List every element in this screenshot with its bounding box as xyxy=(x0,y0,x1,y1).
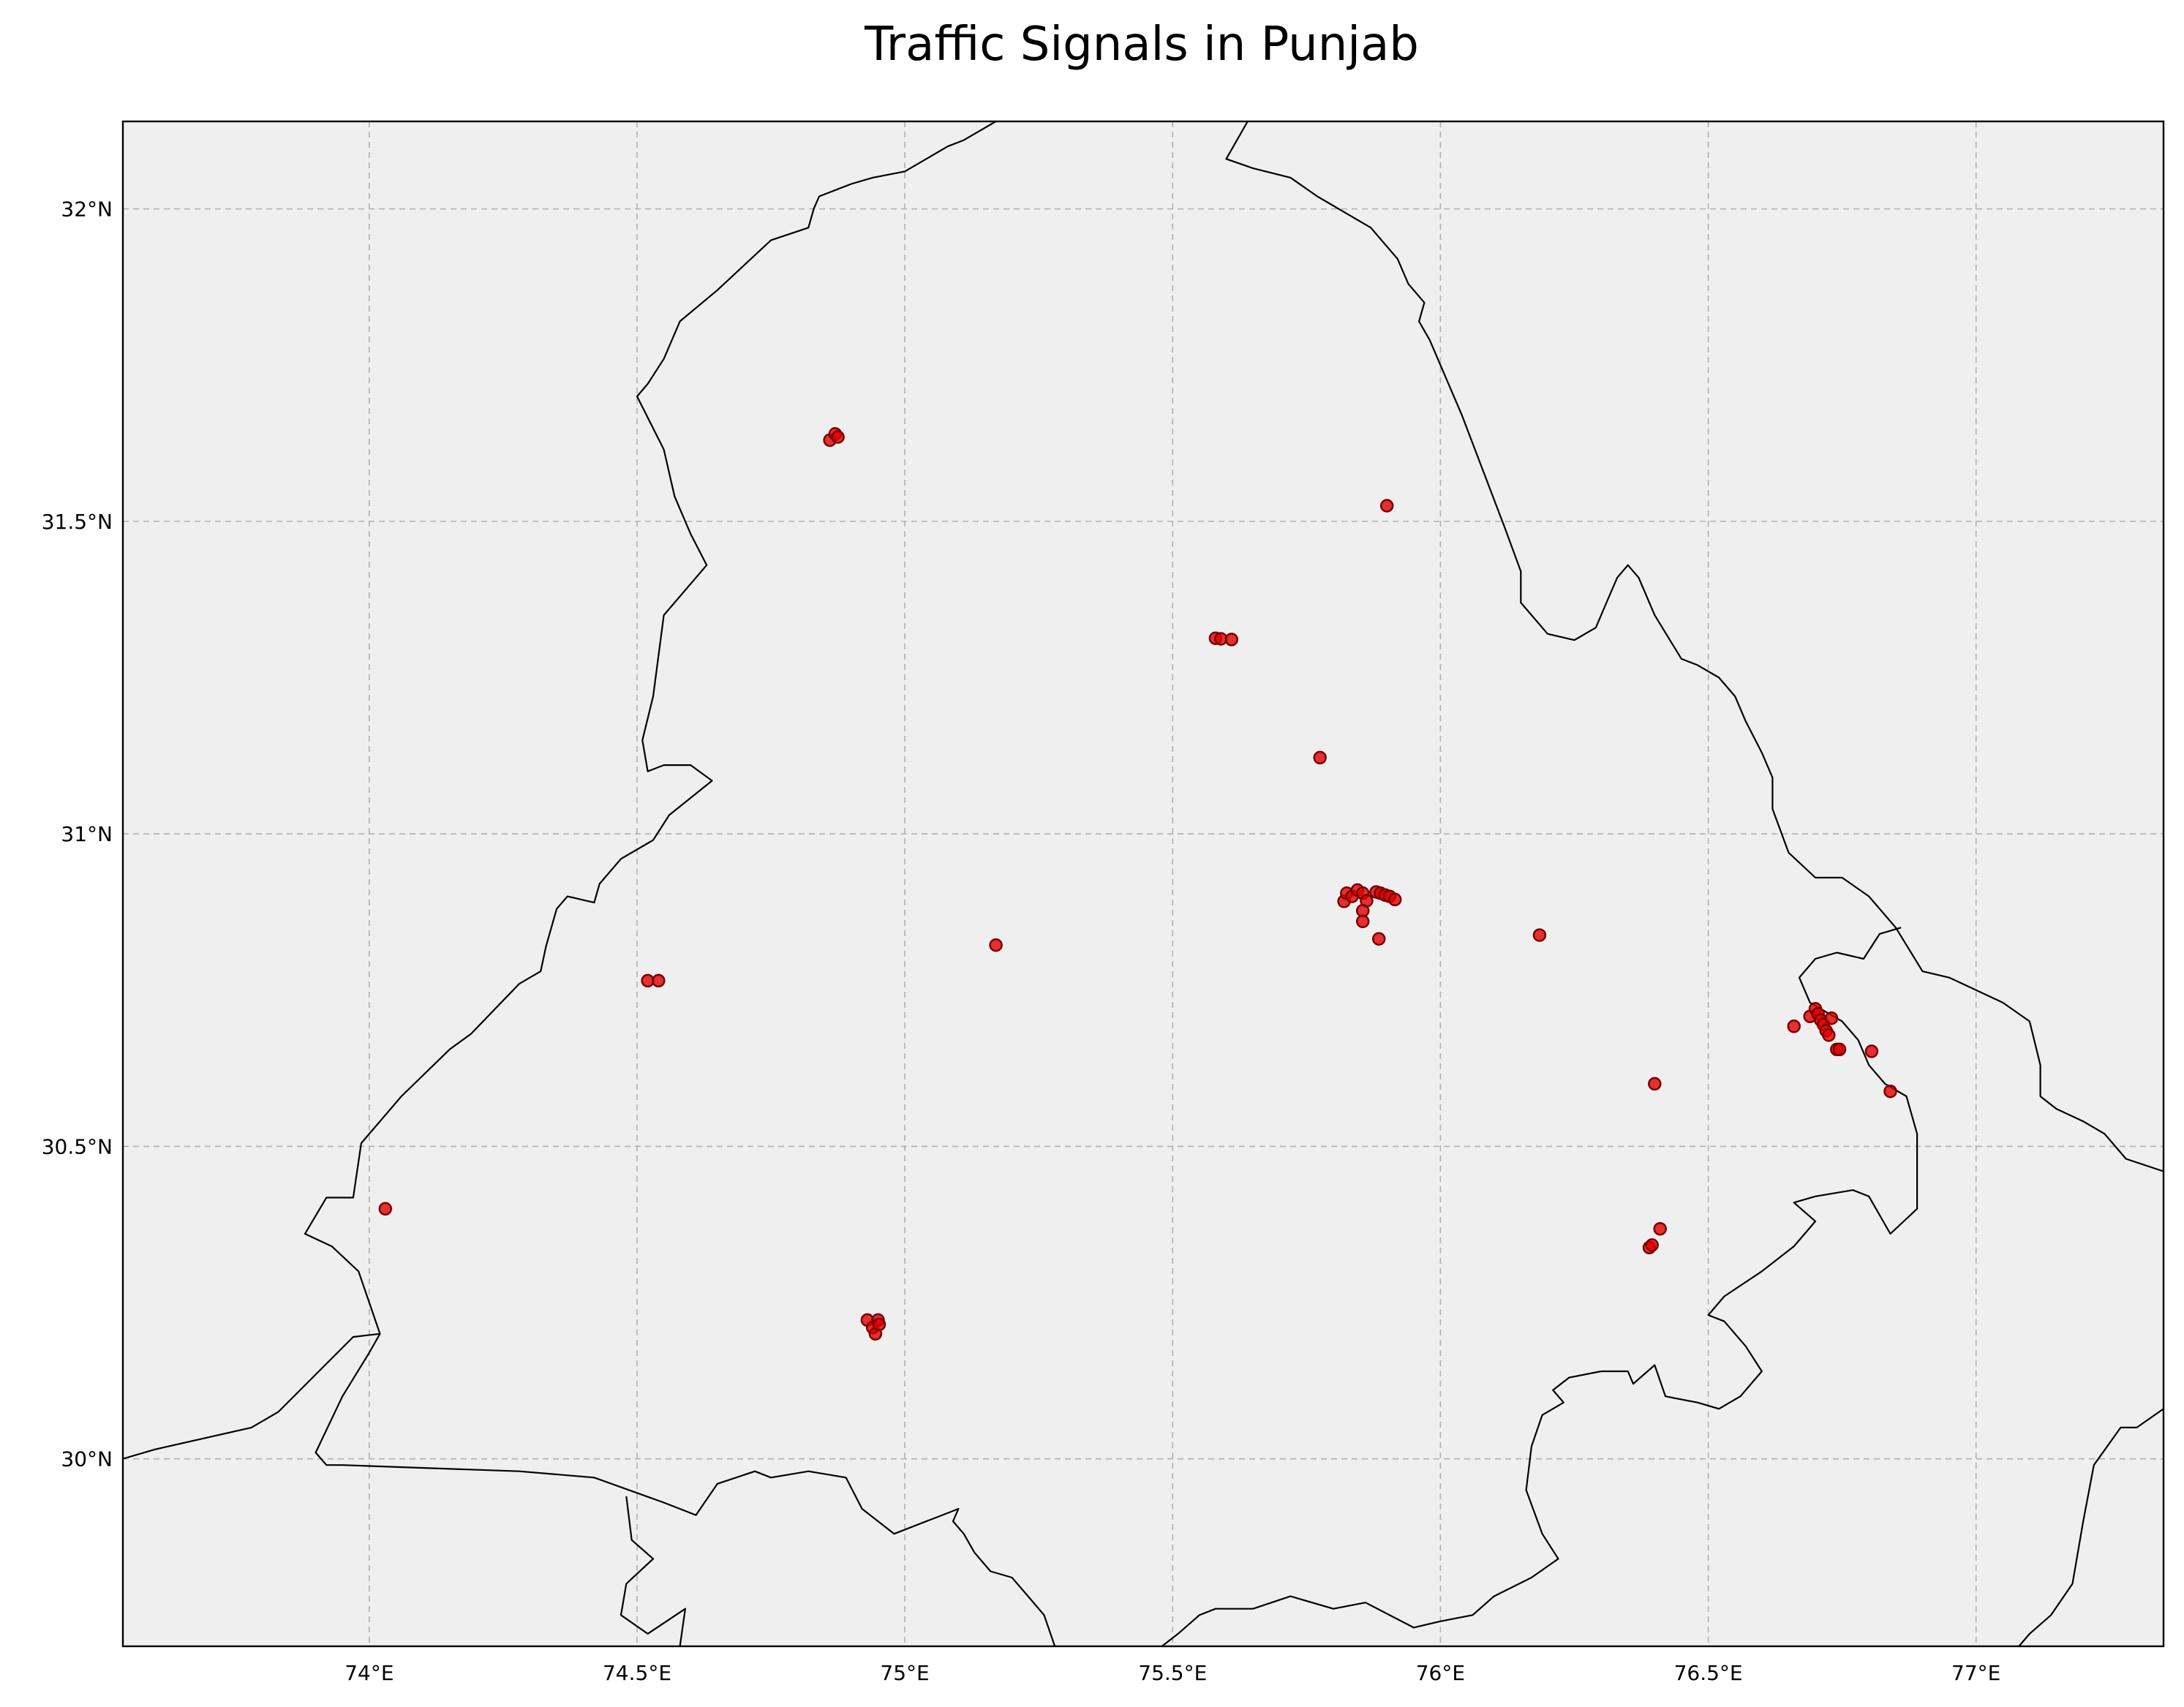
x-axis-ticks: 74°E 74.5°E 75°E 75.5°E 76°E 76.5°E 77°E xyxy=(344,1661,2000,1685)
y-tick-label: 30.5°N xyxy=(42,1134,113,1158)
traffic-signal-point xyxy=(1645,1238,1659,1252)
traffic-signal-point xyxy=(1822,1028,1836,1042)
boundary-outline-chandigarh-pocket xyxy=(1161,927,1918,1646)
boundary-outline-east-lower xyxy=(2018,1408,2164,1646)
y-axis-ticks: 30°N 30.5°N 31°N 31.5°N 32°N xyxy=(42,197,113,1472)
x-tick-label: 75.5°E xyxy=(1138,1661,1207,1685)
x-tick-label: 77°E xyxy=(1951,1661,2000,1685)
boundary-outline-north-east xyxy=(1225,121,2164,1172)
x-tick-label: 76°E xyxy=(1416,1661,1465,1685)
traffic-signal-point xyxy=(831,430,845,444)
y-tick-label: 31.5°N xyxy=(42,510,113,534)
traffic-signal-point xyxy=(989,938,1003,952)
traffic-signal-point xyxy=(1371,932,1386,946)
x-tick-label: 74.5°E xyxy=(603,1661,671,1685)
x-tick-label: 75°E xyxy=(880,1661,929,1685)
y-tick-label: 30°N xyxy=(61,1447,113,1472)
map-title: Traffic Signals in Punjab xyxy=(864,18,1419,72)
traffic-signal-point xyxy=(872,1317,886,1332)
plot-background xyxy=(123,121,2164,1646)
gridlines xyxy=(123,121,2164,1646)
traffic-signal-point xyxy=(1824,1011,1839,1025)
traffic-signal-point xyxy=(1355,914,1370,929)
traffic-signal-point xyxy=(1832,1042,1847,1057)
y-tick-label: 32°N xyxy=(61,197,113,222)
traffic-signal-point xyxy=(1387,892,1402,907)
traffic-signal-point xyxy=(1313,750,1327,765)
plot-frame xyxy=(121,120,2165,1648)
traffic-signal-point xyxy=(652,973,666,988)
boundary-outline-south-haryana xyxy=(315,1333,1056,1646)
traffic-signal-point xyxy=(1648,1077,1662,1091)
traffic-signal-point xyxy=(1864,1044,1879,1058)
state-boundaries xyxy=(123,121,2164,1646)
traffic-signal-point xyxy=(378,1202,393,1216)
y-tick-label: 31°N xyxy=(61,822,113,846)
boundary-outline-rajasthan-lobe xyxy=(620,1496,687,1646)
x-tick-label: 76.5°E xyxy=(1674,1661,1743,1685)
traffic-signal-point xyxy=(1532,928,1547,942)
traffic-signal-point xyxy=(1653,1221,1667,1236)
traffic-signal-markers xyxy=(378,427,1897,1341)
boundary-outline-west-north xyxy=(123,121,997,1460)
traffic-signal-point xyxy=(1883,1084,1897,1099)
traffic-signal-point xyxy=(1787,1020,1801,1033)
x-tick-label: 74°E xyxy=(344,1661,394,1685)
traffic-signal-point xyxy=(1379,499,1394,513)
traffic-signal-point xyxy=(1224,633,1239,647)
